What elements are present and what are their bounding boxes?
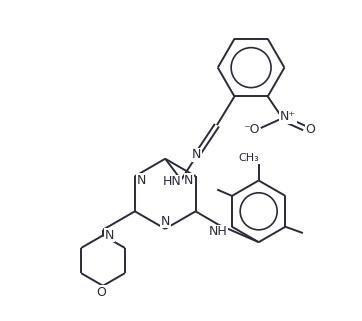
Text: CH₃: CH₃ <box>239 153 259 163</box>
Text: NH: NH <box>209 225 228 238</box>
Text: N⁺: N⁺ <box>280 110 296 123</box>
Text: N: N <box>160 215 170 228</box>
Text: O: O <box>96 286 106 299</box>
Text: N: N <box>137 174 146 187</box>
Text: ⁻O: ⁻O <box>243 123 259 136</box>
Text: HN: HN <box>163 175 182 188</box>
Text: N: N <box>184 174 194 187</box>
Text: N: N <box>105 229 114 242</box>
Text: O: O <box>306 123 315 136</box>
Text: N: N <box>191 149 201 161</box>
